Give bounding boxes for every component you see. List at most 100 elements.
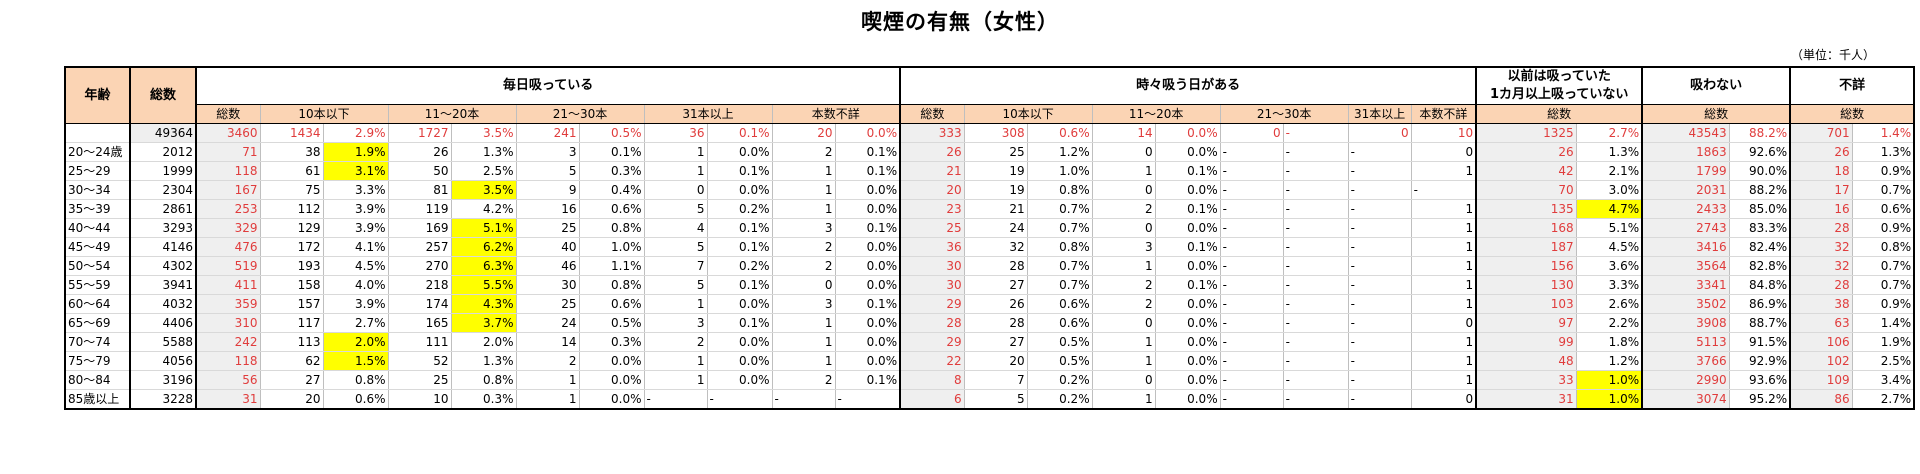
- data-cell: 333: [899, 123, 965, 143]
- data-cell: 1.4%: [1851, 123, 1916, 143]
- data-cell: 2: [643, 332, 707, 352]
- data-cell: 61: [259, 161, 323, 181]
- age-cell: 30～34: [64, 180, 130, 200]
- data-cell: 1.9%: [1851, 332, 1916, 352]
- data-cell: 56: [195, 370, 260, 390]
- header-unknown: 不詳: [1789, 66, 1916, 105]
- data-cell: -: [1282, 199, 1349, 219]
- data-cell: 92.6%: [1728, 142, 1791, 162]
- data-cell: 10: [1410, 123, 1477, 143]
- data-cell: 95.2%: [1728, 389, 1791, 410]
- data-cell: 26: [1789, 142, 1853, 162]
- data-cell: 3.0%: [1575, 180, 1643, 200]
- data-cell: 3: [1091, 237, 1156, 257]
- data-cell: 0.6%: [1026, 294, 1093, 314]
- data-cell: 257: [387, 237, 451, 257]
- data-cell: 3341: [1641, 275, 1730, 295]
- data-cell: 2.7%: [1851, 389, 1916, 410]
- sub-header-daily-unknown: 本数不詳: [771, 104, 901, 124]
- data-cell: 0.3%: [578, 332, 644, 352]
- data-cell: 0.0%: [1154, 313, 1221, 333]
- data-cell: 1325: [1475, 123, 1577, 143]
- data-cell: 1: [771, 180, 835, 200]
- data-cell: 2.0%: [450, 332, 516, 352]
- data-cell: 0.0%: [578, 370, 644, 390]
- data-cell: 4032: [129, 294, 196, 314]
- data-cell: 0.1%: [1154, 161, 1221, 181]
- data-cell: 1.9%: [322, 142, 388, 162]
- data-cell: 3.6%: [1575, 256, 1643, 276]
- table-row: 80～84 3196 56 27 0.8% 25 0.8% 1 0.0% 1 0.0% 2 0.1% 8 7…: [64, 370, 1916, 390]
- data-cell: 172: [259, 237, 323, 257]
- table-row: 45～49 4146 476 172 4.1% 257 6.2% 40 1.0% 5 0.1% 2 0.…: [64, 237, 1916, 257]
- data-cell: 0.0%: [834, 199, 901, 219]
- data-cell: -: [1282, 370, 1349, 390]
- age-cell: 45～49: [64, 237, 130, 257]
- data-cell: 0: [1091, 142, 1156, 162]
- data-cell: 5588: [129, 332, 196, 352]
- data-cell: -: [1219, 199, 1284, 219]
- data-cell: 19: [963, 161, 1028, 181]
- data-cell: 85.0%: [1728, 199, 1791, 219]
- header-total: 総数: [129, 66, 196, 124]
- data-cell: 10: [387, 389, 451, 410]
- data-cell: -: [1347, 294, 1412, 314]
- age-cell: 85歳以上: [64, 389, 130, 410]
- data-cell: -: [1282, 389, 1349, 410]
- data-cell: 168: [1475, 218, 1577, 238]
- data-cell: 1.4%: [1851, 313, 1916, 333]
- data-cell: 49364: [129, 123, 196, 143]
- data-cell: -: [1347, 332, 1412, 352]
- data-cell: 26: [1475, 142, 1577, 162]
- data-cell: 0.8%: [322, 370, 388, 390]
- data-cell: 167: [195, 180, 260, 200]
- header-never: 吸わない: [1641, 66, 1791, 105]
- data-cell: -: [1282, 275, 1349, 295]
- data-cell: 2031: [1641, 180, 1730, 200]
- data-cell: 5: [515, 161, 579, 181]
- data-cell: 1434: [259, 123, 323, 143]
- data-cell: 0.6%: [578, 294, 644, 314]
- data-cell: 3.9%: [322, 218, 388, 238]
- data-cell: 3564: [1641, 256, 1730, 276]
- data-cell: 1: [1091, 389, 1156, 410]
- data-cell: 1.0%: [578, 237, 644, 257]
- data-cell: 32: [1789, 256, 1853, 276]
- data-cell: 14: [515, 332, 579, 352]
- data-cell: 1.2%: [1026, 142, 1093, 162]
- data-cell: -: [1347, 275, 1412, 295]
- data-cell: -: [1219, 180, 1284, 200]
- data-cell: 5.5%: [450, 275, 516, 295]
- data-cell: -: [1347, 199, 1412, 219]
- data-cell: 3.5%: [450, 180, 516, 200]
- data-cell: 0.0%: [1154, 332, 1221, 352]
- data-cell: 23: [899, 199, 965, 219]
- data-cell: 1: [643, 142, 707, 162]
- data-cell: 1: [1410, 294, 1477, 314]
- data-cell: 0.1%: [834, 370, 901, 390]
- data-cell: 0.0%: [1154, 351, 1221, 371]
- data-cell: 253: [195, 199, 260, 219]
- age-cell: 40～44: [64, 218, 130, 238]
- data-cell: 0.0%: [1154, 180, 1221, 200]
- data-cell: 0.6%: [1026, 123, 1093, 143]
- data-cell: 70: [1475, 180, 1577, 200]
- table-row: 55～59 3941 411 158 4.0% 218 5.5% 30 0.8% 5 0.1% 0 0.…: [64, 275, 1916, 295]
- data-cell: 9: [515, 180, 579, 200]
- data-cell: 88.2%: [1728, 180, 1791, 200]
- data-cell: 1: [515, 370, 579, 390]
- data-cell: 7: [963, 370, 1028, 390]
- data-cell: 158: [259, 275, 323, 295]
- data-cell: -: [1282, 142, 1349, 162]
- data-cell: 4.1%: [322, 237, 388, 257]
- data-cell: -: [1282, 237, 1349, 257]
- data-cell: 3196: [129, 370, 196, 390]
- data-cell: -: [1219, 275, 1284, 295]
- data-cell: 88.2%: [1728, 123, 1791, 143]
- data-cell: 1799: [1641, 161, 1730, 181]
- data-cell: 1: [771, 351, 835, 371]
- age-cell: 60～64: [64, 294, 130, 314]
- data-cell: -: [1347, 370, 1412, 390]
- data-cell: -: [1347, 256, 1412, 276]
- data-cell: 81: [387, 180, 451, 200]
